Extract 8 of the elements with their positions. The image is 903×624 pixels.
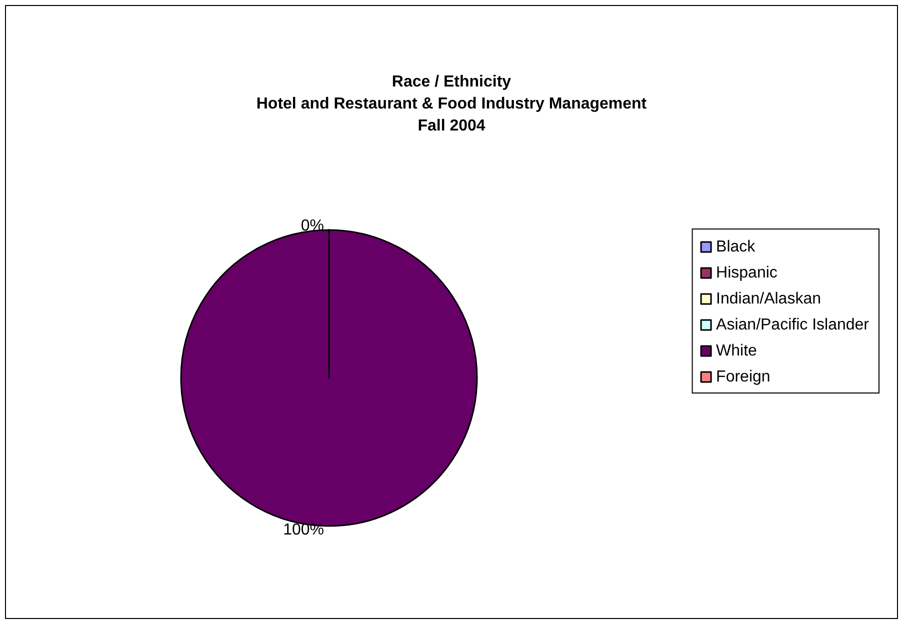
legend-label: White [716, 342, 758, 360]
chart-title: Race / Ethnicity Hotel and Restaurant & Food Industry Management Fall 2004 [256, 74, 648, 134]
legend-label: Asian/Pacific Islander [716, 316, 870, 334]
legend-label: Foreign [716, 368, 770, 386]
text: 0% [300, 218, 324, 234]
legend-label: Black [716, 238, 756, 256]
legend-label: Indian/Alaskan [716, 290, 822, 308]
legend-label: Hispanic [716, 264, 778, 282]
